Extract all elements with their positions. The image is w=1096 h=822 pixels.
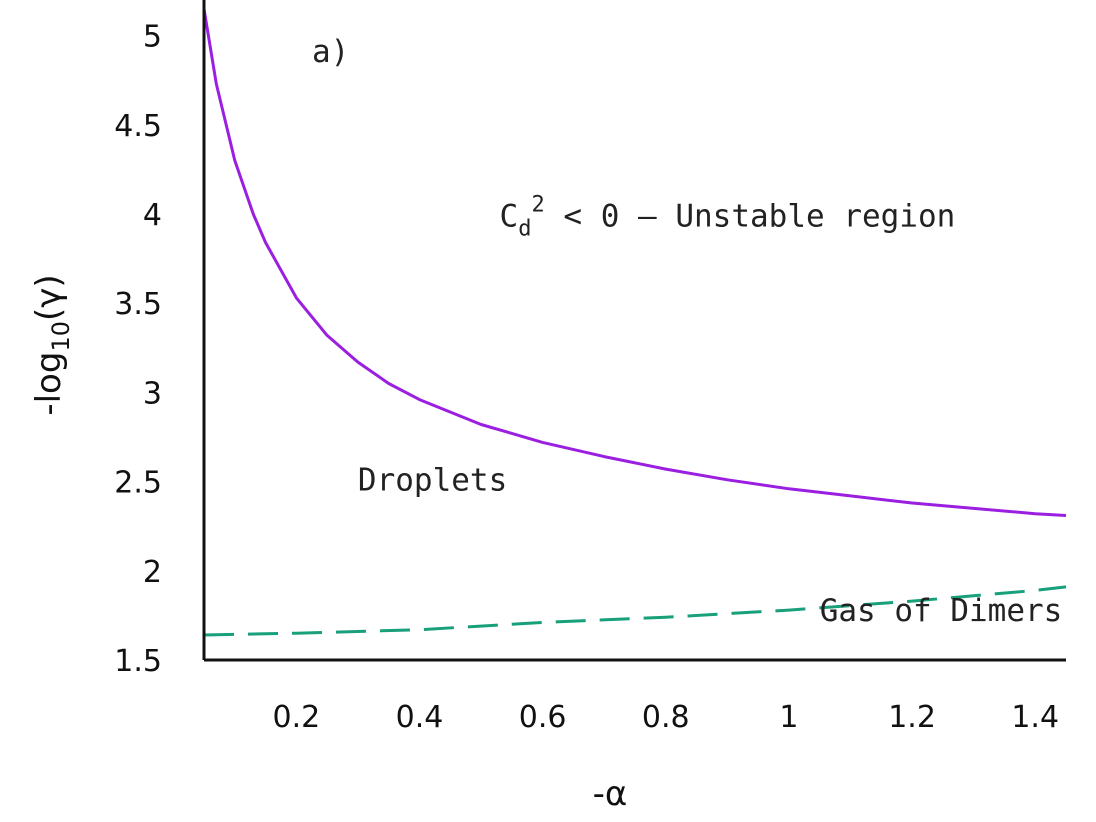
annotation-unstable-main: C	[500, 199, 519, 235]
y-axis-title-subscript: 10	[47, 321, 75, 352]
annotation-gas-of-dimers: Gas of Dimers	[820, 593, 1063, 629]
axes	[202, 0, 1066, 662]
annotation-droplets: Droplets	[358, 463, 507, 499]
x-tick-label: 0.6	[519, 700, 567, 735]
y-axis-title-suffix: (γ)	[29, 274, 69, 321]
annotation-unstable-rest: < 0 – Unstable region	[545, 199, 956, 235]
x-tick-label: 1.2	[888, 700, 936, 735]
series-line-dashed	[203, 585, 1067, 637]
y-tick-label: 2.5	[114, 466, 162, 501]
x-tick-label: 0.8	[642, 700, 690, 735]
y-tick-label: 4.5	[114, 109, 162, 144]
annotation-unstable-region: Cd2 < 0 – Unstable region	[500, 193, 956, 242]
y-tick-label: 5	[143, 20, 162, 55]
y-tick-labels: 1.5 2 2.5 3 3.5 4 4.5 5	[114, 20, 162, 679]
x-tick-label: 0.2	[272, 700, 320, 735]
y-tick-label: 3.5	[114, 287, 162, 322]
y-tick-label: 1.5	[114, 644, 162, 679]
y-tick-label: 4	[143, 198, 162, 233]
panel-label: a)	[312, 34, 349, 70]
plot-lines	[202, 8, 1067, 637]
x-tick-label: 1	[779, 700, 798, 735]
series-line-solid	[202, 8, 1067, 517]
y-tick-label: 2	[143, 555, 162, 590]
x-axis-title: -α	[593, 774, 628, 814]
y-axis-title-prefix: -log	[29, 352, 69, 416]
annotation-unstable-superscript: 2	[531, 193, 544, 218]
x-tick-label: 0.4	[396, 700, 444, 735]
x-tick-label: 1.4	[1011, 700, 1059, 735]
y-tick-label: 3	[143, 376, 162, 411]
x-tick-labels: 0.2 0.4 0.6 0.8 1 1.2 1.4	[272, 700, 1059, 735]
y-axis-title: -log10(γ)	[29, 274, 75, 415]
annotation-unstable-subscript: d	[518, 217, 531, 242]
